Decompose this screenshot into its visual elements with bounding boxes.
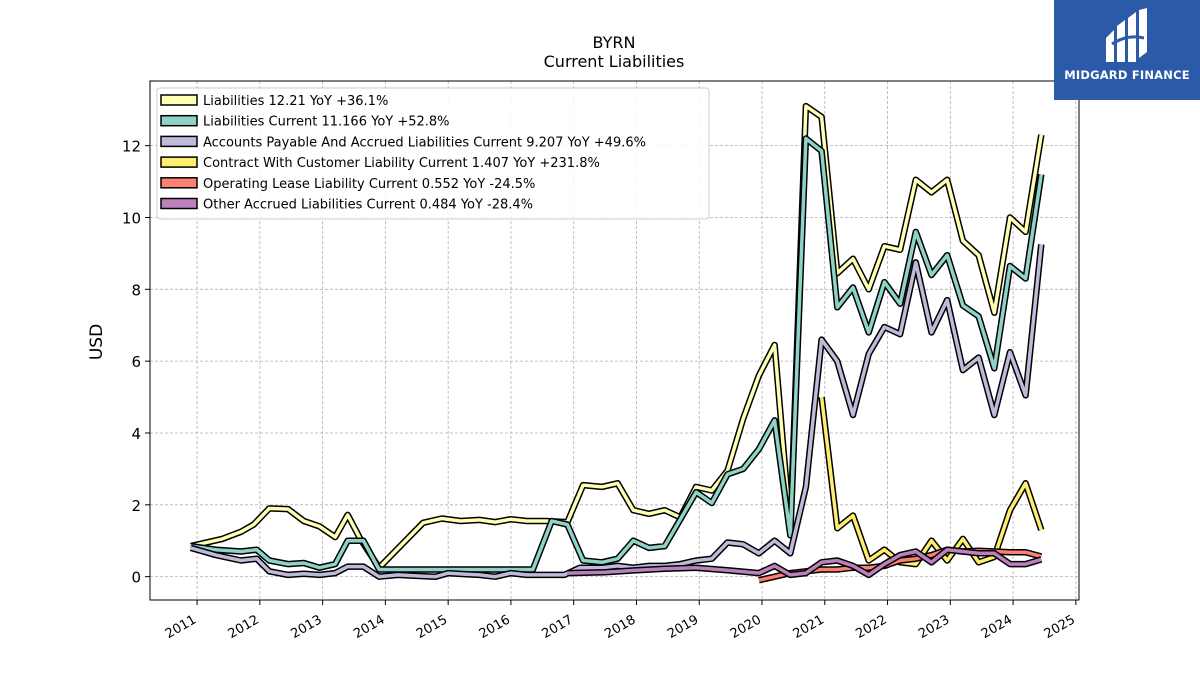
legend-swatch: [160, 197, 198, 210]
series-line: [819, 396, 1043, 566]
midgard-logo-icon: [1106, 8, 1147, 62]
chart-title: BYRN: [593, 33, 636, 52]
legend-box: [156, 87, 710, 220]
y-tick-label: 10: [122, 209, 141, 227]
x-tick-label: 2022: [853, 612, 889, 642]
x-axis-ticks: 2011 2012 2013 2014 2015 2016 2017 2018 2019 2020…: [163, 600, 1078, 642]
brand-logo: MIDGARD FINANCE: [1054, 0, 1200, 100]
series-6: [567, 546, 1043, 579]
legend-label: Liabilities Current 11.166 YoY +52.8%: [203, 115, 450, 130]
series-line: [190, 104, 1044, 570]
y-axis-ticks: 0 2 4 6 8 10 12: [122, 138, 150, 587]
y-tick-label: 0: [131, 569, 141, 587]
x-tick-label: 2025: [1042, 612, 1078, 642]
legend-swatch: [160, 114, 198, 127]
legend-label: Contract With Customer Liability Current…: [203, 156, 600, 171]
x-tick-label: 2024: [979, 612, 1015, 642]
x-tick-label: 2017: [540, 612, 576, 642]
legend-swatch: [160, 135, 198, 148]
chart-subtitle: Current Liabilities: [544, 52, 685, 71]
y-tick-label: 4: [131, 425, 141, 443]
legend-swatch: [160, 156, 198, 168]
x-tick-label: 2012: [226, 612, 262, 642]
brand-name: MIDGARD FINANCE: [1064, 68, 1190, 82]
x-tick-label: 2016: [477, 612, 513, 642]
legend-swatch: [160, 177, 198, 189]
x-tick-label: 2020: [728, 612, 764, 642]
y-tick-label: 12: [122, 138, 141, 156]
y-tick-label: 2: [131, 497, 141, 515]
y-tick-label: 8: [131, 281, 141, 299]
legend: Liabilities 12.21 YoY +36.1% Liabilities …: [156, 87, 710, 220]
x-tick-label: 2018: [602, 612, 638, 642]
x-tick-label: 2013: [288, 612, 324, 642]
legend-swatch: [160, 94, 198, 106]
legend-label: Operating Lease Liability Current 0.552 …: [203, 177, 535, 192]
series-line: [190, 136, 1044, 572]
legend-label: Liabilities 12.21 YoY +36.1%: [203, 94, 388, 109]
legend-label: Other Accrued Liabilities Current 0.484 …: [203, 198, 533, 213]
legend-label: Accounts Payable And Accrued Liabilities…: [203, 135, 646, 150]
x-tick-label: 2015: [414, 612, 450, 642]
series-line: [567, 547, 1042, 577]
x-tick-label: 2019: [665, 612, 701, 642]
series-4: [818, 396, 1045, 568]
x-tick-label: 2011: [163, 612, 199, 642]
plot-frame: [149, 80, 1080, 601]
x-tick-label: 2023: [916, 612, 952, 642]
x-tick-label: 2021: [791, 612, 827, 642]
y-axis-label: USD: [87, 324, 107, 360]
series-layer: [189, 102, 1045, 584]
series-1: [190, 102, 1045, 571]
x-tick-label: 2014: [351, 612, 387, 642]
y-tick-label: 6: [131, 353, 141, 371]
series-2: [190, 135, 1045, 573]
